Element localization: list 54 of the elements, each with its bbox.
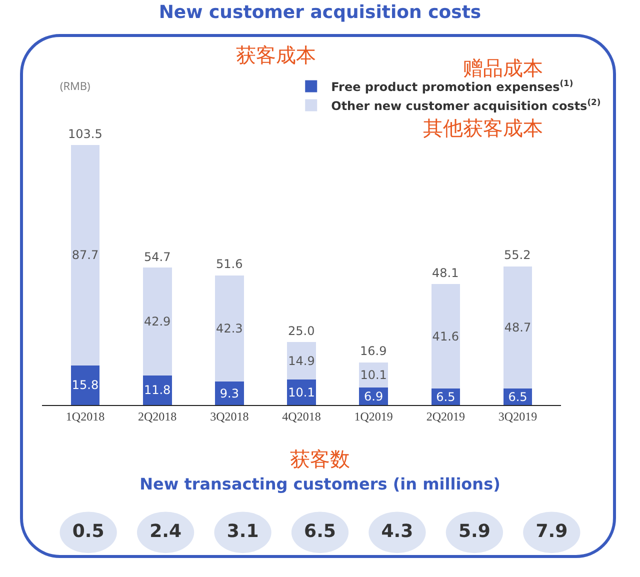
bar (142, 268, 172, 376)
total-label: 16.9 (360, 344, 387, 358)
data-label: 6.9 (364, 389, 384, 404)
data-label: 41.6 (432, 329, 460, 344)
data-label: 6.5 (436, 390, 456, 404)
total-label: 48.1 (432, 266, 459, 280)
data-label: 11.8 (144, 383, 171, 398)
total-label: 54.7 (144, 250, 171, 264)
x-tick-label: 4Q2018 (282, 409, 321, 424)
legend-label: Other new customer acquisition costs$^{(2)}$ (331, 96, 601, 113)
chart-subtitle: 获客成本 (236, 43, 316, 67)
data-label: 0.5 (72, 520, 104, 542)
data-label: 6.5 (508, 390, 528, 404)
bar (503, 266, 532, 389)
bar (215, 275, 244, 382)
data-label: 87.7 (72, 248, 99, 262)
data-label: 48.7 (504, 320, 532, 334)
bar (287, 342, 316, 380)
data-label: 42.3 (216, 322, 243, 336)
data-label: 7.9 (536, 520, 568, 542)
bar (287, 380, 316, 405)
bar (142, 375, 172, 405)
data-label: 42.9 (144, 314, 171, 328)
text: 赠品成本 (463, 56, 543, 80)
text: 获客数 (290, 447, 350, 471)
text: New transacting customers (in millions) (140, 474, 500, 494)
bar (431, 284, 460, 389)
x-tick-label: 2Q2019 (426, 409, 466, 424)
x-tick-label: 3Q2019 (498, 409, 538, 424)
data-label: 14.9 (288, 354, 315, 368)
x-tick-label: 1Q2018 (66, 409, 105, 424)
data-label: 15.8 (72, 378, 99, 392)
total-label: 55.2 (504, 248, 531, 262)
total-label: 103.5 (68, 127, 102, 141)
data-label: 4.3 (381, 520, 414, 542)
data-label: 2.4 (150, 520, 182, 542)
total-label: 51.6 (216, 257, 243, 271)
text: 其他获客成本 (423, 116, 543, 140)
x-tick-label: 3Q2018 (210, 409, 249, 424)
x-tick-label: 1Q2019 (354, 409, 393, 424)
legend-label: Free product promotion expenses$^{(1)}$ (331, 78, 574, 94)
data-label: 9.3 (220, 386, 239, 400)
bar (70, 365, 100, 405)
y-axis-title: (RMB) (60, 79, 90, 94)
data-label: 10.1 (288, 385, 315, 400)
bar (215, 382, 244, 405)
data-label: 6.5 (304, 520, 336, 542)
data-label: 10.1 (360, 368, 387, 382)
total-label: 25.0 (288, 324, 315, 338)
data-label: 5.9 (458, 520, 490, 542)
x-tick-label: 2Q2018 (138, 409, 177, 424)
bar (70, 145, 100, 366)
data-label: 3.1 (226, 520, 259, 542)
chart-title: New customer acquisition costs (158, 2, 482, 23)
